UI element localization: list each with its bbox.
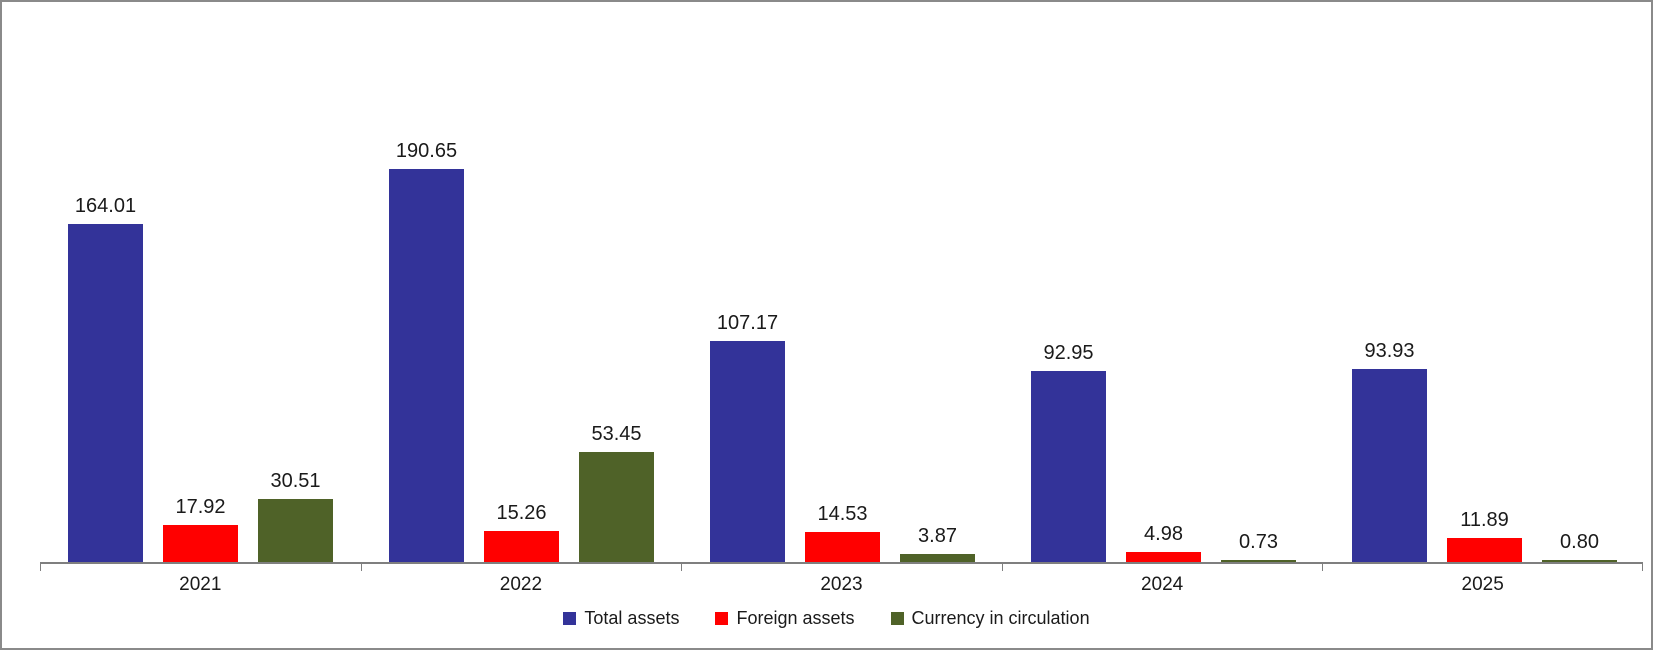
- bar: [1447, 538, 1522, 562]
- category-label: 2021: [179, 574, 222, 595]
- legend-label: Foreign assets: [736, 608, 855, 628]
- data-label: 92.95: [1043, 342, 1094, 364]
- axis-tick: [1001, 564, 1003, 571]
- bar-wrap: 3.87: [900, 525, 975, 562]
- bar-wrap: 14.53: [805, 503, 880, 562]
- bar: [1221, 560, 1296, 562]
- data-label: 17.92: [175, 496, 226, 518]
- bar: [579, 452, 654, 562]
- bar: [68, 224, 143, 562]
- bar-group-2025: 93.93 11.89 0.80: [1324, 2, 1645, 562]
- bar-wrap: 107.17: [710, 312, 785, 562]
- bar-group-2024: 92.95 4.98 0.73: [1003, 2, 1324, 562]
- data-label: 15.26: [496, 502, 547, 524]
- plot-area: 164.01 17.92 30.51 190.65 15.26 53.45 107.17 14…: [40, 2, 1645, 571]
- legend-item: Total assets: [563, 608, 679, 629]
- axis-tick: [681, 564, 683, 571]
- data-label: 164.01: [74, 195, 137, 217]
- data-label: 0.73: [1239, 531, 1278, 553]
- bar-group-2022: 190.65 15.26 53.45: [361, 2, 682, 562]
- data-label: 11.89: [1460, 509, 1509, 531]
- bar-group-2023: 107.17 14.53 3.87: [682, 2, 1003, 562]
- bar-wrap: 164.01: [68, 195, 143, 562]
- data-label: 107.17: [716, 312, 779, 334]
- axis-tick: [360, 564, 362, 571]
- legend-label: Currency in circulation: [911, 608, 1090, 628]
- bar-wrap: 15.26: [484, 502, 559, 562]
- bar: [1031, 371, 1106, 562]
- category-label: 2023: [820, 574, 863, 595]
- category-label: 2025: [1461, 574, 1504, 595]
- category-label: 2022: [499, 574, 543, 595]
- bar-wrap: 4.98: [1126, 523, 1201, 562]
- data-label: 93.93: [1364, 340, 1415, 362]
- bar: [258, 499, 333, 562]
- legend-swatch-icon: [715, 612, 729, 625]
- bar-wrap: 93.93: [1352, 340, 1427, 562]
- axis-tick: [1642, 564, 1643, 571]
- bar-wrap: 92.95: [1031, 342, 1106, 562]
- bar: [389, 169, 464, 562]
- bar: [1352, 369, 1427, 562]
- bar: [484, 531, 559, 562]
- bar: [710, 341, 785, 562]
- legend-swatch-icon: [890, 612, 904, 625]
- bar-wrap: 190.65: [389, 140, 464, 562]
- bar: [900, 554, 975, 562]
- data-label: 0.80: [1560, 531, 1599, 553]
- data-label: 3.87: [918, 525, 957, 547]
- category-label: 2024: [1140, 574, 1184, 595]
- axis-tick: [1322, 564, 1324, 571]
- data-label: 4.98: [1144, 523, 1183, 545]
- legend-label: Total assets: [584, 608, 680, 628]
- data-label: 14.53: [817, 503, 868, 525]
- legend-item: Currency in circulation: [890, 608, 1090, 629]
- axis-tick: [40, 564, 41, 571]
- bar-wrap: 30.51: [258, 470, 333, 562]
- bar-wrap: 53.45: [579, 423, 654, 562]
- data-label: 30.51: [270, 470, 321, 492]
- bar-group-2021: 164.01 17.92 30.51: [40, 2, 361, 562]
- legend-swatch-icon: [563, 612, 577, 625]
- legend: Total assets Foreign assets Currency in ci…: [2, 608, 1651, 629]
- bar-wrap: 17.92: [163, 496, 238, 562]
- bar-wrap: 0.80: [1542, 531, 1617, 562]
- bar-wrap: 11.89: [1447, 509, 1522, 562]
- bar-wrap: 0.73: [1221, 531, 1296, 562]
- bar: [1542, 560, 1617, 562]
- bar: [163, 525, 238, 562]
- category-axis-labels: 2021 2022 2023 2024 2025: [40, 574, 1643, 596]
- data-label: 190.65: [395, 140, 458, 162]
- data-label: 53.45: [591, 423, 642, 445]
- bar: [805, 532, 880, 562]
- legend-item: Foreign assets: [715, 608, 855, 629]
- bar: [1126, 552, 1201, 562]
